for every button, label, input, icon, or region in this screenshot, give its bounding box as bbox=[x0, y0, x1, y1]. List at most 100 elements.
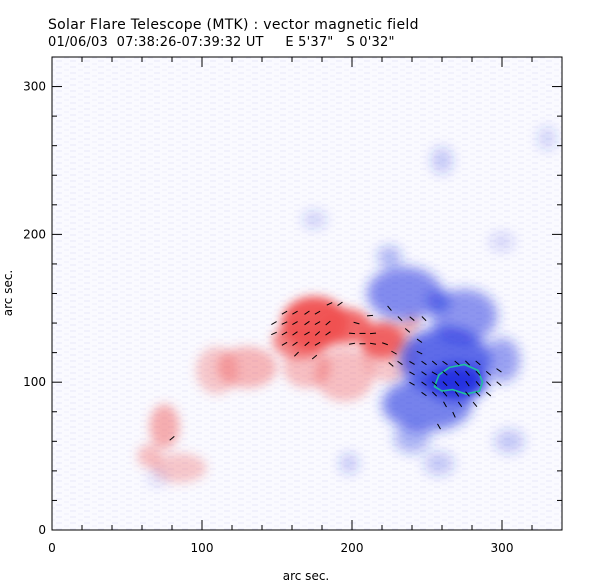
y-tick-label: 300 bbox=[23, 80, 46, 94]
field-contour bbox=[433, 363, 484, 395]
field-vector bbox=[281, 341, 288, 346]
field-vector bbox=[314, 341, 321, 346]
field-vector bbox=[409, 316, 415, 321]
x-tick-label: 300 bbox=[491, 541, 514, 555]
field-vector bbox=[475, 381, 481, 387]
plot-noise-texture bbox=[52, 57, 562, 530]
y-tick-label: 200 bbox=[23, 227, 46, 241]
field-vector bbox=[421, 360, 427, 366]
field-vector bbox=[304, 320, 310, 326]
field-vector bbox=[314, 331, 321, 336]
field-vector bbox=[452, 411, 456, 418]
field-vector bbox=[409, 371, 415, 376]
field-vector bbox=[472, 401, 478, 407]
negative-polarity-region bbox=[424, 451, 454, 476]
field-vector bbox=[281, 321, 288, 325]
field-vector bbox=[442, 360, 448, 366]
field-vector bbox=[454, 391, 460, 397]
negative-polarity-region bbox=[377, 246, 402, 267]
field-vector bbox=[292, 321, 298, 325]
field-vector bbox=[421, 316, 427, 322]
field-vector bbox=[348, 332, 356, 335]
field-vector bbox=[292, 310, 298, 315]
field-vector bbox=[369, 332, 377, 335]
field-vector bbox=[292, 341, 298, 346]
field-vector bbox=[475, 370, 481, 376]
field-vector bbox=[325, 331, 331, 336]
field-vector bbox=[271, 321, 277, 325]
field-vector bbox=[475, 360, 481, 366]
positive-polarity-region bbox=[283, 346, 331, 389]
negative-polarity-region bbox=[367, 266, 442, 321]
field-vector bbox=[281, 310, 288, 315]
field-vector bbox=[169, 436, 175, 441]
chart-subtitle: 01/06/03 07:38:26-07:39:32 UT E 5'37" S … bbox=[48, 35, 395, 50]
field-vector bbox=[314, 321, 321, 325]
field-vector bbox=[431, 371, 438, 376]
field-vector bbox=[443, 401, 447, 408]
y-tick-label: 0 bbox=[38, 523, 46, 537]
field-vector bbox=[304, 331, 310, 336]
field-vector bbox=[442, 391, 448, 397]
field-vector bbox=[388, 362, 394, 367]
field-vector bbox=[314, 310, 321, 315]
field-vector bbox=[421, 391, 427, 397]
field-vector bbox=[431, 381, 438, 386]
negative-polarity-region bbox=[148, 470, 166, 486]
field-vector bbox=[432, 391, 437, 397]
field-vector bbox=[465, 370, 470, 376]
field-vector bbox=[457, 401, 463, 408]
field-vector bbox=[325, 320, 331, 326]
y-axis-label: arc sec. bbox=[1, 270, 15, 316]
negative-polarity-region bbox=[427, 289, 451, 313]
field-vector bbox=[454, 360, 460, 366]
negative-polarity-region bbox=[394, 423, 430, 454]
axis-layer: 0 100 200 300 0 100 200 300 bbox=[23, 57, 562, 555]
negative-polarity-region bbox=[400, 327, 490, 393]
field-vector bbox=[271, 331, 277, 336]
field-vector bbox=[366, 314, 374, 317]
positive-polarity-region bbox=[137, 444, 162, 468]
negative-polarity-region bbox=[431, 147, 453, 174]
field-vector bbox=[391, 350, 397, 355]
field-vector bbox=[465, 391, 470, 397]
field-vector bbox=[311, 354, 318, 360]
field-vector bbox=[465, 380, 470, 387]
field-vector bbox=[404, 328, 411, 333]
vector-field-layer bbox=[169, 301, 502, 441]
field-vector bbox=[485, 391, 492, 397]
field-vector bbox=[337, 301, 343, 306]
negative-polarity-region bbox=[490, 232, 514, 251]
negative-polarity-region bbox=[494, 429, 525, 454]
field-vector bbox=[387, 305, 392, 311]
field-vector bbox=[421, 371, 427, 376]
field-vector bbox=[486, 381, 491, 387]
field-vector bbox=[369, 342, 377, 345]
positive-polarity-region bbox=[196, 346, 238, 395]
field-vector bbox=[304, 341, 310, 347]
x-tick-label: 200 bbox=[341, 541, 364, 555]
field-vector bbox=[353, 321, 360, 325]
y-tick-label: 100 bbox=[23, 375, 46, 389]
field-vector bbox=[409, 361, 415, 365]
field-vector bbox=[348, 342, 356, 345]
field-vector bbox=[292, 331, 298, 336]
positive-polarity-region bbox=[149, 404, 180, 449]
negative-polarity-region bbox=[302, 210, 327, 229]
field-vector bbox=[397, 360, 403, 366]
field-vector bbox=[437, 423, 441, 430]
field-vector bbox=[454, 370, 460, 376]
contour-layer bbox=[433, 363, 484, 395]
field-vector bbox=[485, 371, 492, 376]
field-vector bbox=[421, 381, 427, 386]
x-tick-label: 0 bbox=[48, 541, 56, 555]
field-vector bbox=[382, 342, 388, 346]
field-vector bbox=[304, 310, 310, 315]
field-vector bbox=[431, 360, 438, 366]
negative-polarity-region bbox=[382, 377, 472, 431]
field-vector bbox=[475, 391, 481, 397]
field-vector bbox=[416, 338, 423, 343]
field-vector bbox=[397, 316, 403, 322]
positive-polarity-region bbox=[317, 308, 372, 344]
